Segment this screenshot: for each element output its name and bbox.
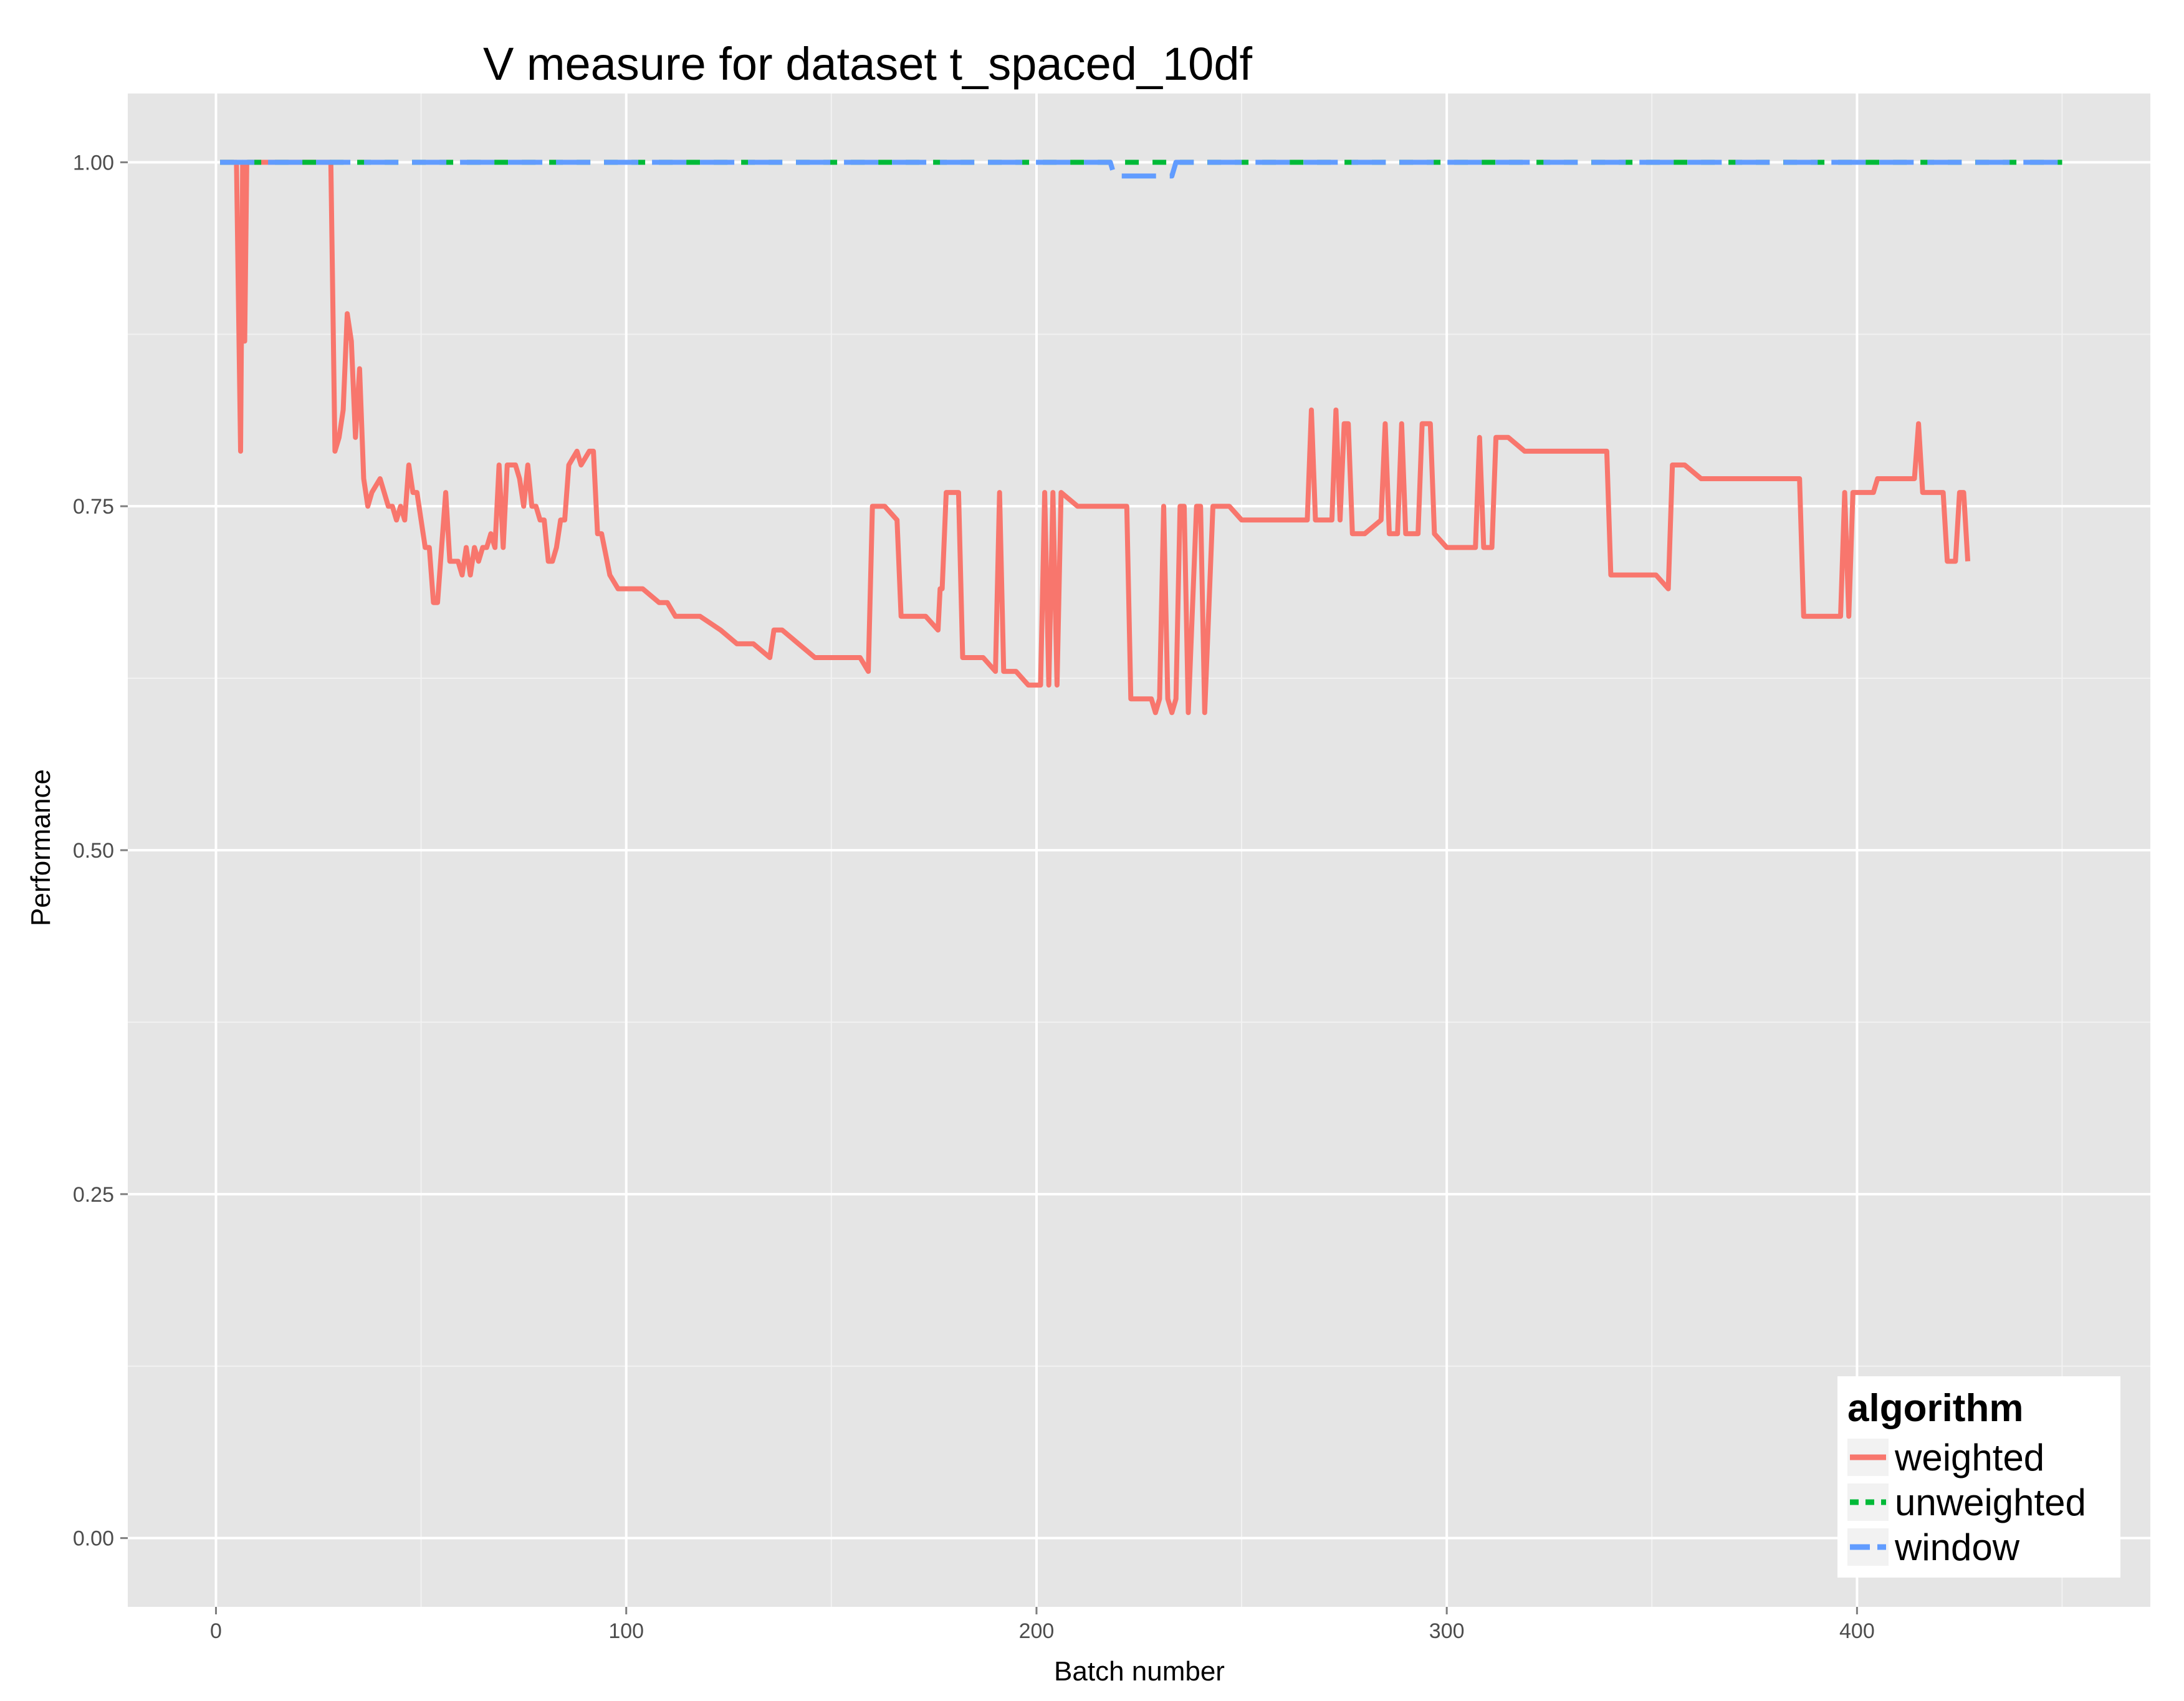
y-axis: 0.00 0.25 0.50 0.75 1.00 <box>73 151 128 1551</box>
y-tick-label: 0.00 <box>73 1527 114 1551</box>
minor-gridlines <box>128 93 2150 1607</box>
series-line-weighted <box>220 160 1971 716</box>
x-tick-label: 100 <box>608 1619 644 1643</box>
x-tick-label: 0 <box>210 1619 222 1643</box>
y-tick-label: 0.50 <box>73 839 114 863</box>
y-tick-label: 0.75 <box>73 495 114 519</box>
series-line-window <box>220 160 2062 179</box>
major-gridlines <box>128 93 2150 1607</box>
y-axis-title: Performance <box>26 769 56 926</box>
plot-panel <box>128 93 2150 1607</box>
legend-label-unweighted: unweighted <box>1895 1482 2086 1523</box>
legend-label-window: window <box>1894 1526 2020 1568</box>
x-tick-label: 300 <box>1429 1619 1465 1643</box>
legend-label-weighted: weighted <box>1894 1437 2044 1478</box>
y-tick-label: 0.25 <box>73 1183 114 1207</box>
x-tick-label: 200 <box>1019 1619 1055 1643</box>
y-tick-label: 1.00 <box>73 151 114 175</box>
x-axis-title: Batch number <box>1054 1656 1225 1687</box>
legend-title: algorithm <box>1847 1387 2023 1430</box>
x-axis: 0 100 200 300 400 <box>210 1607 1875 1643</box>
series-layer <box>220 160 2062 716</box>
x-tick-label: 400 <box>1839 1619 1875 1643</box>
chart-title: V measure for dataset t_spaced_10df <box>483 38 1253 90</box>
